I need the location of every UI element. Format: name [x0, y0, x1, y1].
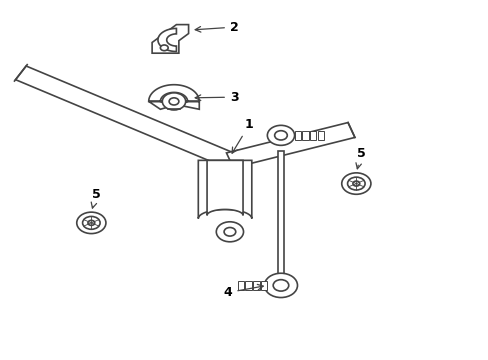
Bar: [245, 281, 251, 290]
Bar: [294, 131, 300, 140]
Circle shape: [267, 125, 294, 145]
Circle shape: [224, 228, 235, 236]
Circle shape: [341, 173, 370, 194]
Bar: [261, 281, 267, 290]
Polygon shape: [206, 160, 243, 215]
Circle shape: [273, 280, 288, 291]
Text: 1: 1: [232, 118, 253, 153]
Text: 3: 3: [195, 91, 238, 104]
Polygon shape: [198, 160, 251, 219]
Bar: [317, 131, 324, 140]
Circle shape: [264, 273, 297, 297]
Circle shape: [274, 131, 287, 140]
Bar: [302, 131, 308, 140]
Circle shape: [352, 181, 359, 186]
Polygon shape: [16, 66, 235, 167]
Text: 2: 2: [195, 21, 238, 33]
Bar: [277, 152, 284, 275]
Circle shape: [82, 216, 100, 229]
Polygon shape: [226, 122, 354, 168]
Circle shape: [216, 222, 243, 242]
Polygon shape: [152, 24, 188, 53]
Circle shape: [169, 98, 179, 105]
Circle shape: [77, 212, 106, 234]
Text: 5: 5: [91, 188, 101, 208]
Polygon shape: [148, 85, 199, 109]
Text: 5: 5: [355, 147, 365, 169]
Circle shape: [160, 45, 168, 51]
Circle shape: [347, 177, 365, 190]
Bar: [309, 131, 316, 140]
Circle shape: [162, 93, 185, 110]
Text: 4: 4: [223, 284, 263, 299]
Circle shape: [88, 220, 95, 225]
Polygon shape: [158, 28, 176, 51]
Bar: [253, 281, 259, 290]
Bar: [237, 281, 244, 290]
